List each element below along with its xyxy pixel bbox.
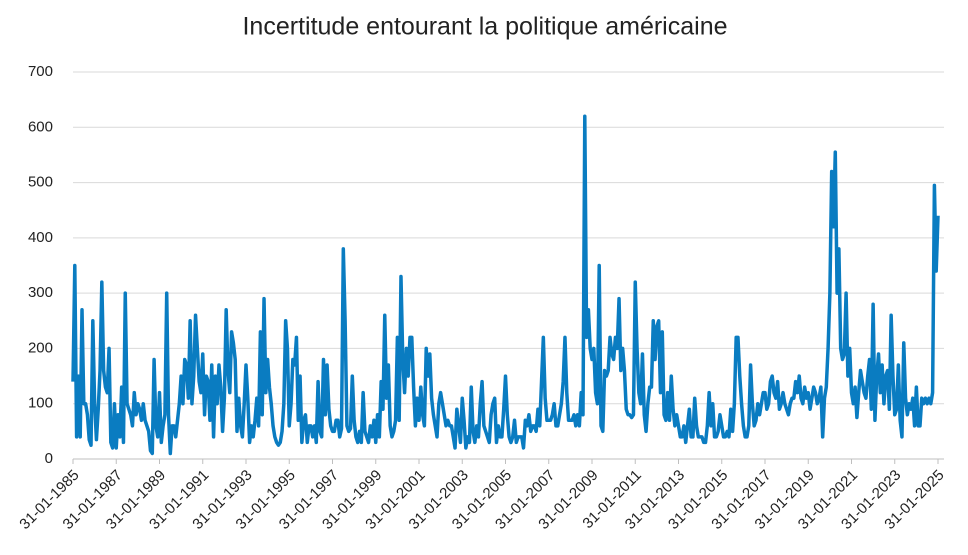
chart-title: Incertitude entourant la politique améri… bbox=[242, 13, 727, 41]
data-line bbox=[71, 114, 940, 456]
y-tick-label: 0 bbox=[45, 450, 53, 467]
y-tick-label: 400 bbox=[28, 229, 53, 246]
y-tick-label: 200 bbox=[28, 339, 53, 356]
y-tick-label: 600 bbox=[28, 118, 53, 135]
y-tick-label: 700 bbox=[28, 63, 53, 80]
y-tick-label: 500 bbox=[28, 174, 53, 191]
y-tick-label: 100 bbox=[28, 395, 53, 412]
y-tick-label: 300 bbox=[28, 284, 53, 301]
